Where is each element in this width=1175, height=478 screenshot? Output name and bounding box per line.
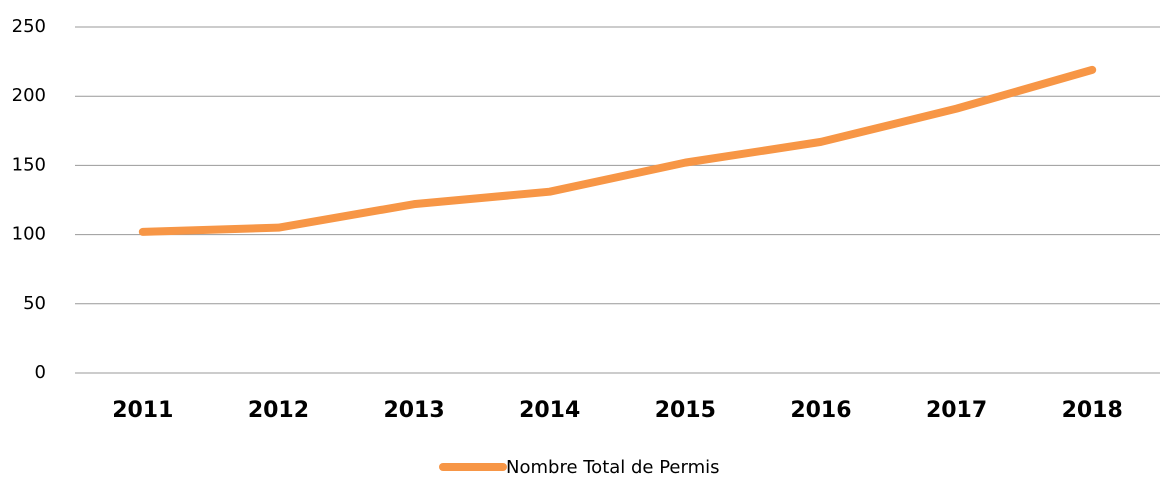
legend-label: Nombre Total de Permis [506,457,720,478]
y-tick-label: 0 [35,362,46,383]
y-tick-label: 50 [23,293,46,314]
x-tick-label: 2013 [383,398,444,423]
x-tick-label: 2018 [1062,398,1123,423]
x-tick-label: 2016 [790,398,851,423]
x-tick-label: 2017 [926,398,987,423]
y-tick-label: 200 [12,85,46,106]
x-tick-label: 2015 [655,398,716,423]
y-tick-label: 100 [12,224,46,245]
x-tick-label: 2014 [519,398,580,423]
y-tick-label: 150 [12,154,46,175]
data-line [138,65,1097,236]
x-tick-label: 2011 [112,398,173,423]
x-tick-label: 2012 [248,398,309,423]
y-tick-label: 250 [12,16,46,37]
